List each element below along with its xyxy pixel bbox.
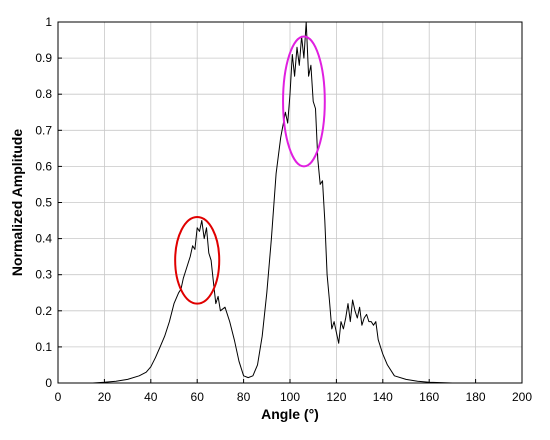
x-tick-label: 160	[419, 390, 439, 404]
plot-area	[81, 21, 453, 384]
y-tick-label: 0	[45, 376, 52, 390]
y-tick-label: 0.4	[35, 232, 52, 246]
red-ellipse-annotation	[174, 215, 221, 305]
x-tick-label: 120	[326, 390, 346, 404]
magenta-ellipse-annotation	[282, 35, 326, 168]
grid	[57, 21, 523, 384]
y-tick-label: 0.9	[35, 51, 52, 65]
y-tick-label: 0.8	[35, 87, 52, 101]
x-tick-label: 140	[373, 390, 393, 404]
axis-ticks: 0 20 40 60 80 100 120 140 160 180 200 0 0.1 0.2 0.3 0.4…	[35, 15, 532, 404]
x-tick-label: 80	[237, 390, 251, 404]
x-tick-label: 200	[512, 390, 532, 404]
y-tick-label: 1	[45, 15, 52, 29]
y-tick-label: 0.5	[35, 196, 52, 210]
x-axis-label: Angle (°)	[261, 406, 319, 422]
x-tick-label: 20	[98, 390, 112, 404]
series-line	[81, 21, 453, 384]
y-tick-label: 0.6	[35, 159, 52, 173]
x-tick-label: 60	[191, 390, 205, 404]
x-tick-label: 100	[280, 390, 300, 404]
y-tick-label: 0.7	[35, 123, 52, 137]
y-tick-label: 0.2	[35, 304, 52, 318]
x-tick-label: 0	[55, 390, 62, 404]
y-axis-label: Normalized Amplitude	[9, 129, 25, 276]
x-tick-label: 40	[144, 390, 158, 404]
x-tick-label: 180	[466, 390, 486, 404]
y-tick-label: 0.3	[35, 268, 52, 282]
annotations	[174, 35, 326, 305]
y-tick-label: 0.1	[35, 340, 52, 354]
